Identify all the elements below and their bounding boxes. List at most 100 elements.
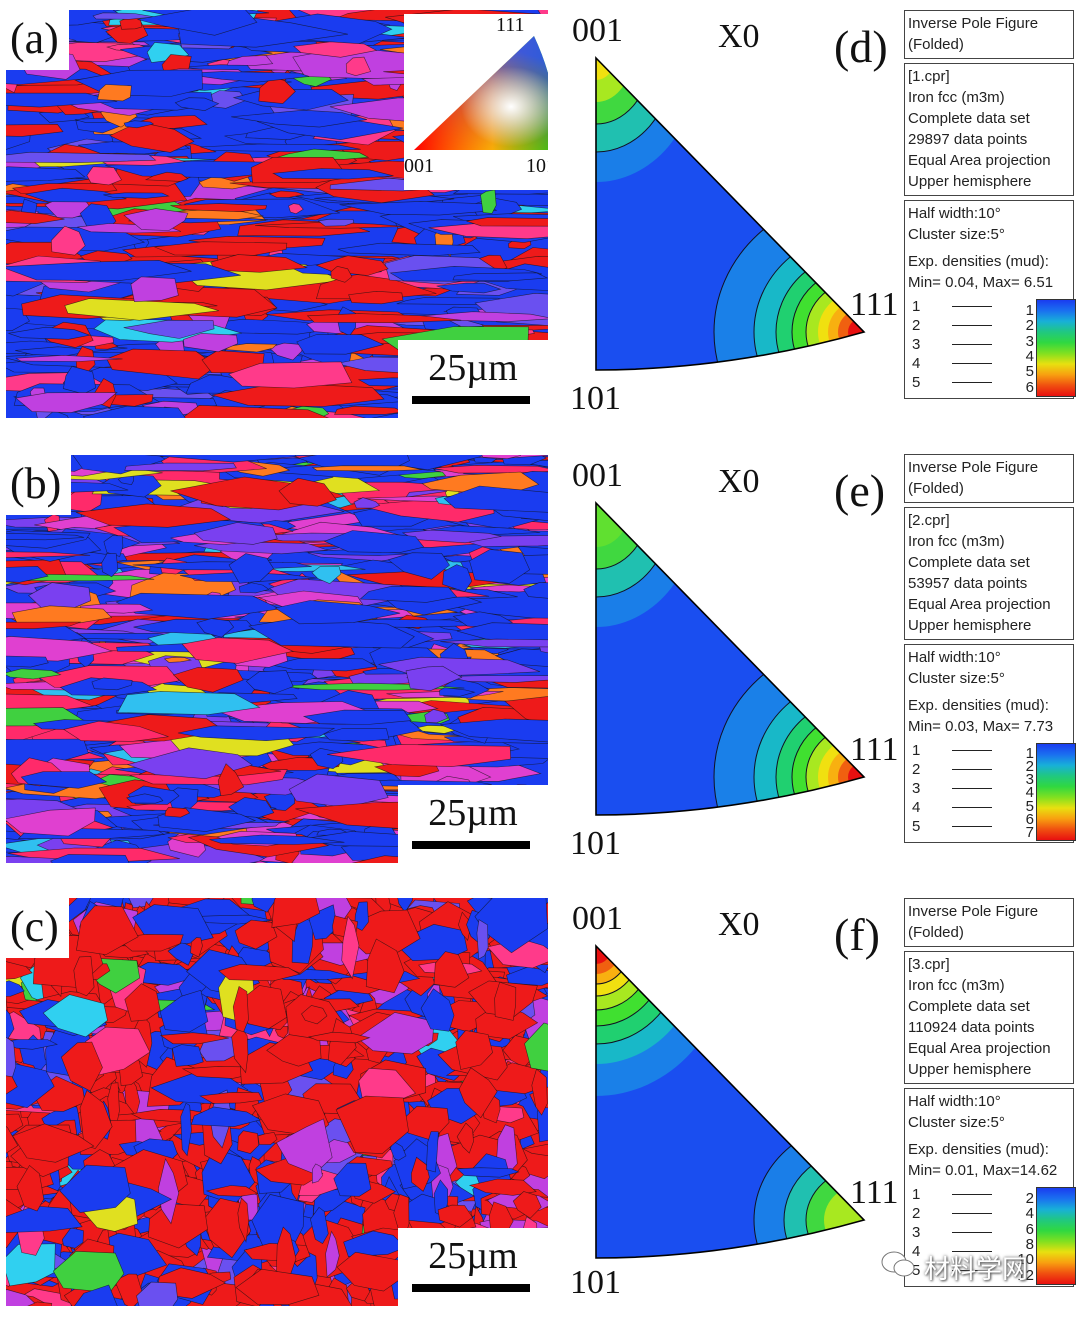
panel-label-d: (d) — [834, 21, 888, 72]
grain — [60, 1041, 103, 1092]
contour-level-label: 2 — [912, 1205, 921, 1222]
grain — [44, 410, 69, 418]
orientation-map-c: (c) 25µm — [6, 898, 548, 1306]
grain — [97, 84, 132, 102]
grain — [164, 807, 191, 818]
scale-label: 25µm — [428, 347, 518, 389]
contour-level-labels: 1 2 3 4 5 — [912, 1185, 926, 1280]
grain — [469, 549, 531, 584]
info-hemisphere: Upper hemisphere — [908, 617, 1032, 634]
scale-bar-line — [412, 396, 530, 404]
contour-level-line — [952, 788, 992, 807]
contour-level-label: 4 — [912, 355, 921, 372]
colorbar-label: 6 — [1025, 1220, 1034, 1238]
info-title: Inverse Pole Figure — [908, 459, 1039, 476]
grain — [167, 941, 195, 966]
contour-level-line — [952, 769, 992, 788]
grain — [124, 462, 237, 472]
orientation-map-b: (b) 25µm — [6, 455, 548, 863]
grain — [458, 1067, 498, 1119]
grain — [130, 276, 179, 303]
contour-line — [753, 675, 864, 815]
density-contour — [596, 503, 673, 597]
contour-level-lines — [952, 1194, 992, 1289]
panel-label-f: (f) — [834, 909, 880, 960]
contour-line — [775, 695, 864, 815]
grain — [59, 1164, 131, 1213]
grain — [354, 901, 369, 931]
grain — [27, 1301, 53, 1306]
watermark: 材料学网 — [880, 1245, 1070, 1291]
contour-line — [783, 1147, 864, 1258]
grain — [495, 648, 548, 667]
ipf-contour-triangle — [595, 56, 866, 371]
grain — [132, 904, 214, 945]
grain — [124, 983, 161, 1022]
inverse-pole-figure-f: 001 X0 111 101 — [560, 898, 898, 1318]
grain — [144, 455, 297, 463]
grain — [148, 1203, 208, 1249]
grain — [74, 1284, 118, 1306]
ipf-corner-101: 101 — [570, 1264, 621, 1301]
colorbar-label: 2 — [1025, 1190, 1034, 1207]
panel-label-a: (a) — [6, 10, 69, 70]
grain — [84, 1026, 151, 1077]
grain — [504, 696, 548, 726]
info-phase: Iron fcc (m3m) — [908, 89, 1005, 106]
grain — [91, 677, 133, 691]
grain — [6, 565, 49, 583]
contour-level-line — [952, 1194, 992, 1213]
grain — [6, 1205, 83, 1233]
grain — [311, 1163, 323, 1184]
contour-level-label: 4 — [912, 1243, 921, 1260]
grain — [75, 503, 232, 528]
grain — [8, 326, 91, 340]
info-minmax: Min= 0.04, Max= 6.51 — [908, 274, 1054, 291]
contour-line — [713, 193, 864, 370]
ipf-corner-111: 111 — [850, 286, 899, 323]
info-dataset-box: [1.cpr] Iron fcc (m3m) Complete data set… — [904, 63, 1074, 196]
grain — [258, 77, 296, 104]
grain — [171, 1044, 204, 1067]
info-points: 29897 data points — [908, 131, 1028, 148]
grain — [174, 97, 220, 112]
grain — [73, 956, 95, 997]
grain — [335, 1095, 409, 1155]
grain — [6, 1113, 24, 1137]
grain — [341, 915, 360, 980]
contour-line — [805, 723, 864, 815]
grain — [330, 265, 353, 283]
grain — [177, 725, 336, 742]
grain — [123, 208, 189, 231]
grain — [439, 687, 476, 697]
colorbar-label: 8 — [1025, 1235, 1034, 1253]
contour-line — [805, 278, 864, 370]
grain — [476, 919, 489, 960]
grain — [440, 718, 548, 743]
grain — [323, 530, 425, 554]
grain — [442, 564, 473, 593]
contour-line — [753, 1120, 864, 1258]
grain — [506, 966, 548, 986]
info-title-box: Inverse Pole Figure (Folded) — [904, 898, 1074, 947]
contour-level-label: 1 — [912, 742, 921, 759]
info-title: Inverse Pole Figure — [908, 15, 1039, 32]
grain — [181, 637, 294, 664]
grain — [159, 1032, 229, 1045]
contour-level-label: 2 — [912, 317, 921, 334]
grain — [238, 582, 270, 594]
info-title-box: Inverse Pole Figure (Folded) — [904, 10, 1074, 59]
grain — [6, 1039, 58, 1050]
grain — [311, 465, 423, 472]
contour-level-line — [952, 1270, 992, 1289]
grain — [468, 1178, 537, 1196]
ipf-contour-triangle — [595, 944, 866, 1259]
grain — [64, 298, 220, 321]
info-file: [1.cpr] — [908, 68, 950, 85]
grain — [359, 585, 458, 603]
contour-level-labels: 1 2 3 4 5 — [912, 741, 926, 836]
grain — [25, 187, 127, 203]
grain — [72, 455, 167, 475]
info-phase: Iron fcc (m3m) — [908, 533, 1005, 550]
